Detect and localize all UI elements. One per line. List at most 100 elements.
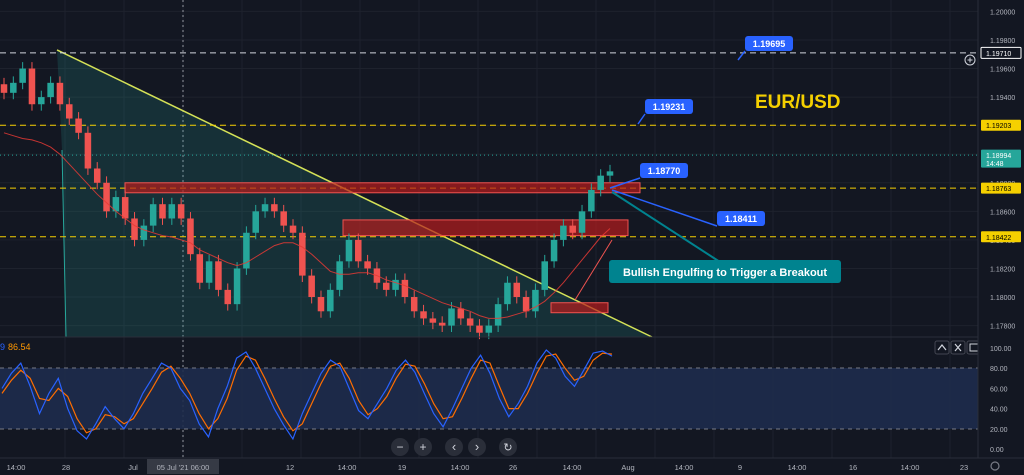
- price-tag-box: [981, 119, 1021, 131]
- time-label: 14:00: [338, 463, 357, 472]
- candle: [224, 289, 232, 305]
- time-label: Aug: [621, 463, 634, 472]
- time-label: 9: [738, 463, 742, 472]
- callout-1-18411[interactable]: 1.18411: [717, 211, 765, 226]
- annotation-text: Bullish Engulfing to Trigger a Breakout: [623, 267, 827, 279]
- gear-icon: [990, 461, 1000, 471]
- candle: [504, 282, 511, 305]
- time-label: 05 Jul '21 06:00: [157, 463, 210, 472]
- time-label: 16: [849, 463, 857, 472]
- candle: [532, 289, 539, 312]
- candle: [336, 261, 343, 290]
- time-label: 14:00: [451, 463, 470, 472]
- callout-label: 1.19231: [653, 102, 686, 112]
- price-tick-label: 1.18000: [990, 295, 1015, 302]
- candle: [10, 82, 17, 93]
- candle: [271, 204, 278, 212]
- price-tag: 1.18422: [981, 231, 1021, 243]
- price-tag-value: 1.18422: [986, 235, 1011, 242]
- candle: [38, 97, 45, 105]
- candle: [131, 218, 138, 240]
- plus-icon: [967, 57, 973, 63]
- annotation-arrow: [611, 191, 721, 263]
- candle: [382, 282, 390, 290]
- time-axis[interactable]: [0, 458, 1024, 475]
- candle: [327, 289, 334, 312]
- candle: [569, 225, 576, 233]
- price-tag: 1.19203: [981, 119, 1021, 131]
- time-label: 28: [62, 463, 70, 472]
- candle: [261, 204, 269, 212]
- oscillator-header-prefix: 9: [0, 342, 5, 352]
- oscillator-tick-label: 20.00: [990, 427, 1008, 434]
- descending-trendline: [56, 49, 653, 338]
- price-tag-value: 1.19710: [986, 51, 1011, 58]
- time-label: 14:00: [788, 463, 807, 472]
- candle: [121, 197, 129, 219]
- minus-icon: −: [396, 440, 403, 454]
- candle: [56, 82, 64, 105]
- candle: [401, 279, 409, 298]
- annotation-box[interactable]: Bullish Engulfing to Trigger a Breakout: [609, 260, 841, 283]
- arrow-up-icon: [937, 344, 947, 351]
- price-tag: 1.19710: [980, 46, 1022, 59]
- candle: [476, 325, 483, 333]
- candle: [438, 322, 446, 326]
- time-label: 14:00: [563, 463, 582, 472]
- candle: [578, 211, 586, 233]
- oscillator-tick-label: 100.00: [990, 346, 1012, 353]
- price-tag-box: [981, 182, 1021, 194]
- pane-move-up-button[interactable]: [934, 340, 950, 355]
- oscillator-tick-label: 0.00: [990, 447, 1004, 454]
- settings-button[interactable]: [990, 461, 1000, 471]
- candle: [47, 82, 54, 98]
- chart-navigation-toolbar: − + ‹ › ↻: [391, 438, 517, 456]
- time-label-highlight: [147, 459, 219, 474]
- time-label: 14:00: [7, 463, 26, 472]
- resistance-zone: [550, 302, 609, 314]
- candle: [289, 225, 297, 233]
- candle: [317, 297, 325, 312]
- zoom-out-button[interactable]: −: [391, 438, 409, 456]
- candle: [560, 225, 567, 240]
- zoom-in-button[interactable]: +: [414, 438, 432, 456]
- stochastic-k-line: [1, 349, 613, 441]
- candle: [597, 175, 604, 190]
- candle: [485, 325, 493, 333]
- callout-1-19231[interactable]: 1.19231: [645, 99, 693, 114]
- callout-1-19695[interactable]: 1.19695: [745, 36, 793, 51]
- scroll-left-button[interactable]: ‹: [445, 438, 463, 456]
- candle: [19, 68, 26, 83]
- price-tag-value: 1.18763: [986, 186, 1011, 193]
- candle: [252, 211, 259, 233]
- candle: [513, 282, 521, 298]
- chevron-left-icon: ‹: [452, 439, 456, 454]
- callout-arrow: [737, 50, 746, 61]
- pane-close-button[interactable]: [950, 340, 966, 355]
- candle: [112, 197, 120, 212]
- resistance-zone: [124, 182, 641, 194]
- oscillator-tick-label: 60.00: [990, 386, 1008, 393]
- callout-arrow: [609, 177, 641, 189]
- callout-arrow: [611, 189, 718, 227]
- callout-arrow: [637, 113, 646, 125]
- breakout-line: [574, 239, 613, 301]
- callout-arrows: [574, 50, 746, 301]
- callout-1-18770[interactable]: 1.18770: [640, 163, 688, 178]
- candle: [243, 232, 250, 269]
- oscillator-ticks: 100.00 80.00 60.00 40.00 20.00 0.00: [990, 346, 1012, 454]
- reset-chart-button[interactable]: ↻: [499, 438, 517, 456]
- resistance-zone: [342, 219, 629, 237]
- price-tag-box: [981, 231, 1021, 243]
- candle: [466, 318, 474, 326]
- scroll-right-button[interactable]: ›: [468, 438, 486, 456]
- candle: [410, 297, 418, 312]
- oscillator-tick-label: 80.00: [990, 366, 1008, 373]
- add-alert-button[interactable]: [964, 54, 976, 66]
- candles: [0, 62, 614, 340]
- chevron-right-icon: ›: [475, 439, 479, 454]
- candle: [159, 204, 166, 219]
- candle: [392, 279, 399, 290]
- price-tag-countdown: 14:48: [986, 161, 1004, 168]
